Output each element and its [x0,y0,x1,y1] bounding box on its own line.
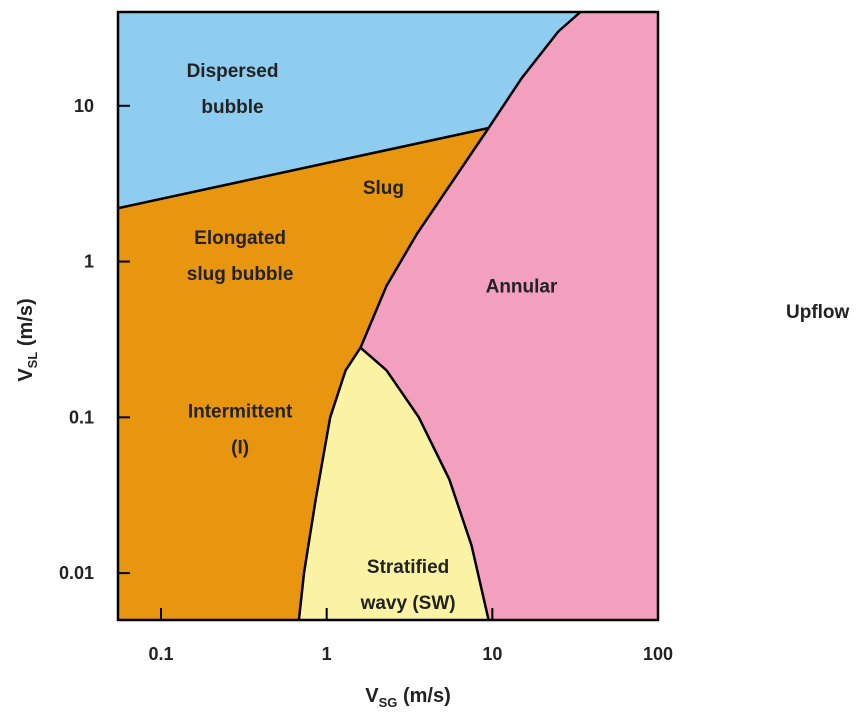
x-axis-title-sub: SG [379,695,398,710]
region-label-stratified-wavy: wavy (SW) [360,593,456,614]
region-annular [360,12,658,620]
boundary-stratified-right [359,346,490,621]
region-labels-layer: Dispersed bubble Slug Elongated slug bubble I… [187,61,558,614]
boundary-annular-transition [359,11,582,349]
y-axis-title-main: V [15,368,37,382]
y-tick-label: 10 [74,96,94,116]
x-tick-label: 0.1 [148,644,173,664]
region-label-elongated-slug-bubble: slug bubble [187,264,294,285]
upflow-label: Upflow [786,302,850,323]
x-tick-label: 10 [482,644,502,664]
y-tick-label: 0.01 [59,563,94,583]
boundary-stratified-left [297,347,362,621]
axis-ticks-layer: 0.1 1 10 100 0.01 0.1 1 10 [59,96,673,664]
y-tick-label: 0.1 [69,407,94,427]
x-axis-title-main: V [365,685,379,707]
region-label-slug: Slug [363,178,404,199]
region-stratified-wavy [298,347,489,620]
y-axis-title: VSL (m/s) [15,298,40,381]
y-axis-title-unit: (m/s) [15,298,37,351]
x-axis-title: VSG (m/s) [365,685,450,710]
region-label-stratified-wavy: Stratified [367,557,449,578]
y-tick-label: 1 [84,252,94,272]
region-label-intermittent: (I) [231,437,249,458]
region-label-elongated-slug-bubble: Elongated [194,228,286,249]
plot-frame [116,10,660,622]
regions-layer [118,12,658,620]
y-axis-title-sub: SL [25,352,40,369]
x-axis-title-unit: (m/s) [397,685,450,707]
boundary-dispersed-bubble [117,126,489,210]
boundary-lines-layer [117,11,582,621]
region-label-annular: Annular [486,277,558,298]
region-dispersed-bubble [118,12,581,209]
x-tick-label: 1 [322,644,332,664]
x-tick-label: 100 [643,644,673,664]
region-label-dispersed-bubble: Dispersed [187,61,279,82]
region-label-dispersed-bubble: bubble [201,97,263,118]
region-label-intermittent: Intermittent [188,401,293,422]
